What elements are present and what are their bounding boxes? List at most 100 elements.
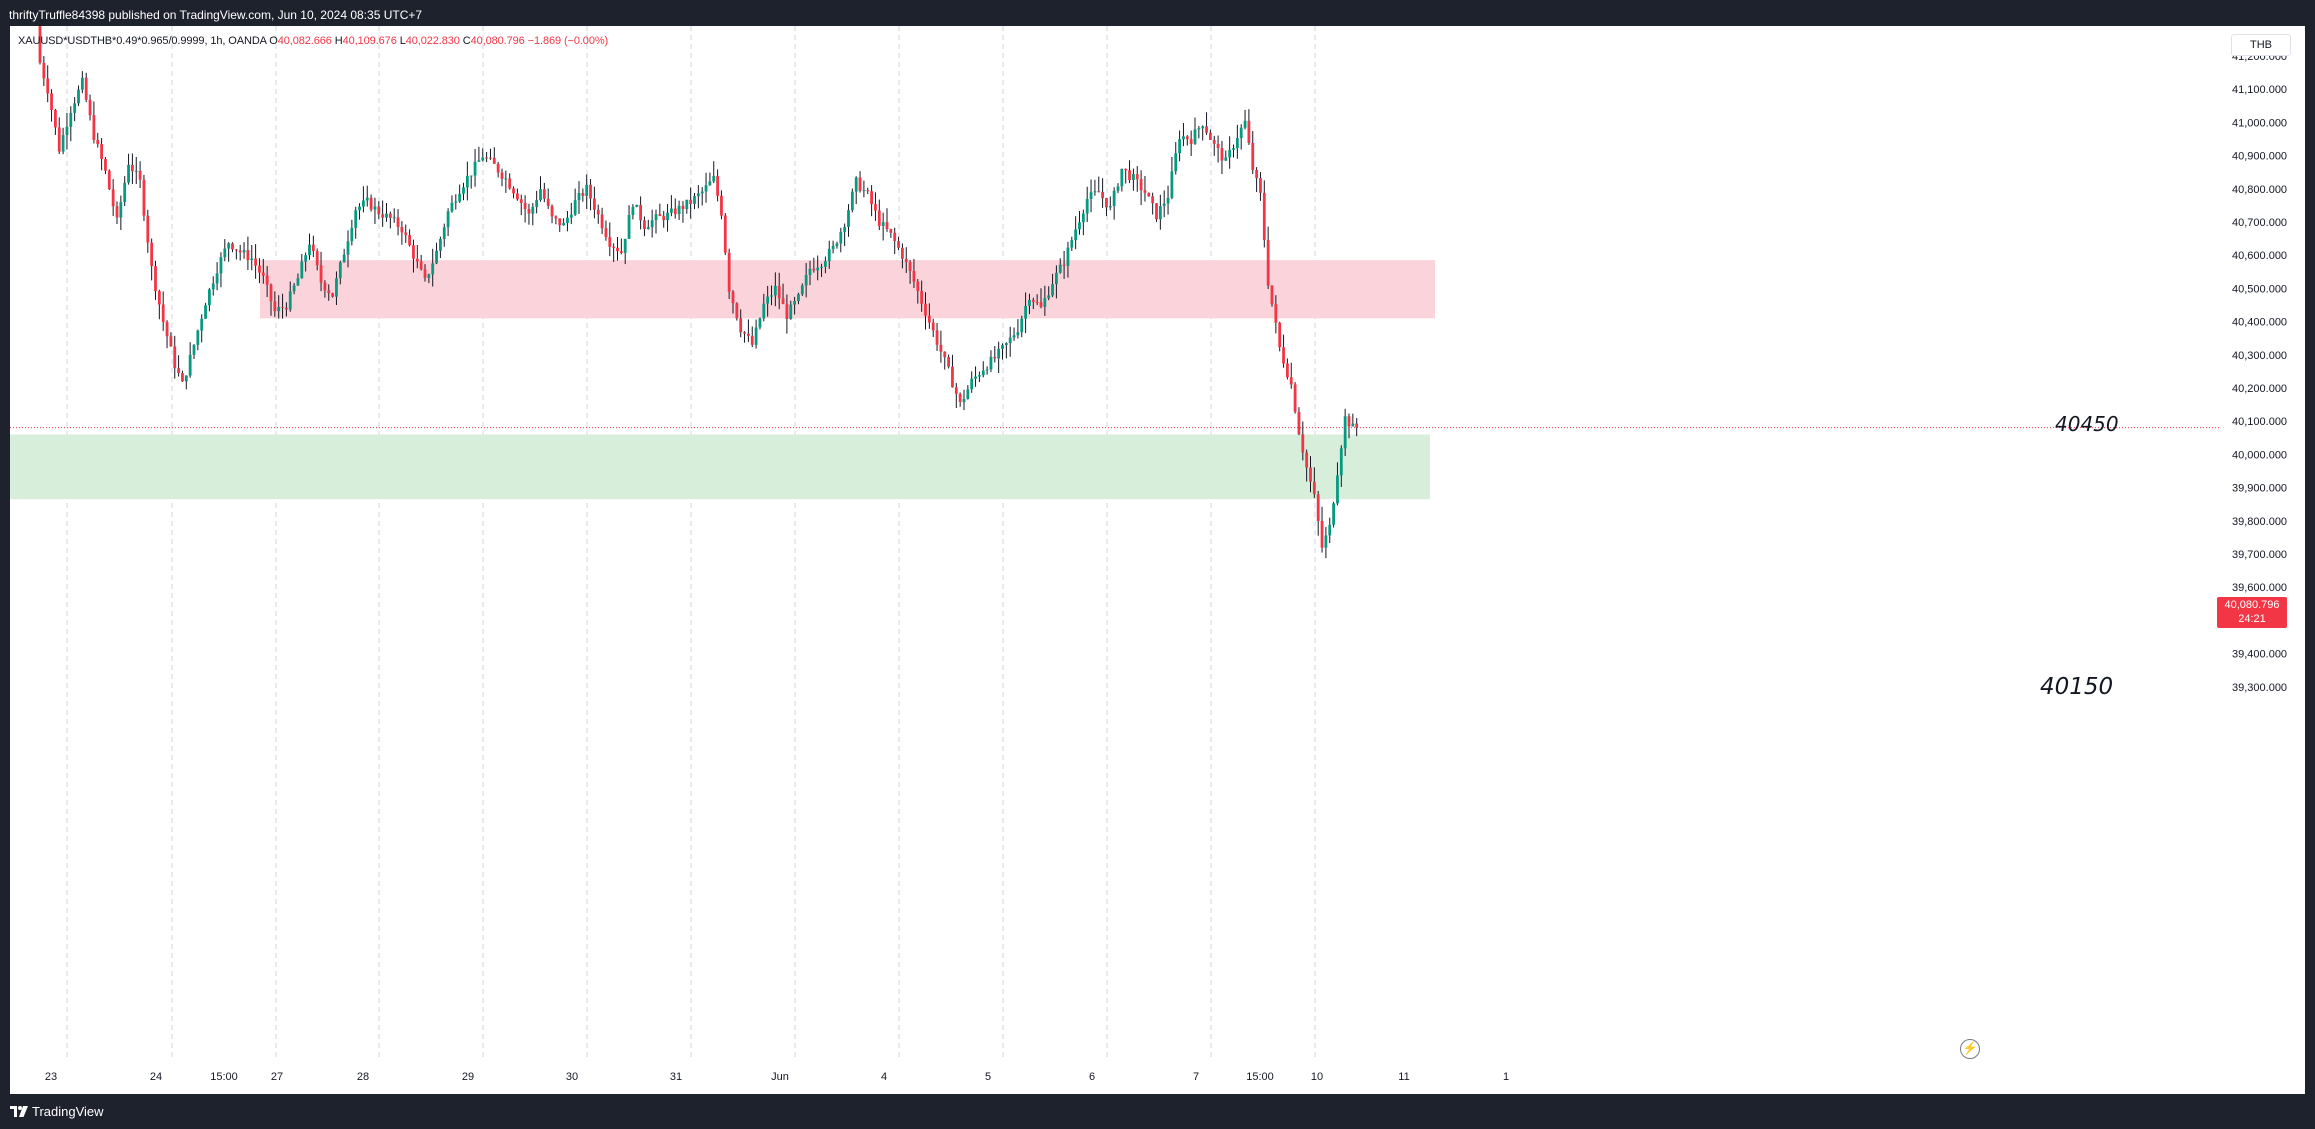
candle-up — [188, 354, 192, 376]
candle-up — [797, 294, 800, 302]
candle-down — [951, 366, 954, 388]
candle-up — [712, 175, 716, 182]
candle-up — [700, 191, 704, 194]
candle-down — [1185, 136, 1189, 140]
candle-down — [412, 245, 415, 259]
tradingview-logo[interactable]: TradingView — [10, 1103, 104, 1119]
candle-down — [377, 206, 381, 215]
candle-down — [1316, 494, 1320, 521]
bar-countdown: 24:21 — [2238, 613, 2266, 625]
candle-down — [681, 205, 685, 210]
candle-down — [874, 204, 877, 211]
candle-down — [1139, 179, 1143, 191]
candle-down — [512, 188, 515, 194]
candle-up — [762, 303, 766, 319]
candle-down — [743, 332, 746, 334]
candle-down — [323, 282, 327, 291]
candle-up — [338, 262, 342, 279]
candle-up — [970, 378, 974, 390]
candle-down — [893, 232, 897, 242]
candle-up — [835, 243, 839, 246]
price-chart[interactable]: 41,200.00041,100.00041,000.00040,900.000… — [10, 26, 2305, 1094]
currency-button[interactable]: THB — [2231, 34, 2291, 56]
candle-up — [439, 238, 442, 251]
candle-up — [119, 202, 123, 218]
candle-up — [1008, 337, 1012, 344]
candle-down — [492, 157, 496, 164]
candle-down — [254, 258, 257, 266]
candle-up — [196, 330, 200, 345]
candle-up — [192, 344, 196, 355]
candle-up — [766, 296, 770, 304]
candle-up — [362, 200, 365, 207]
candle-up — [1336, 475, 1339, 504]
candle-up — [843, 226, 847, 232]
candle-down — [716, 175, 719, 196]
candle-down — [1220, 148, 1224, 161]
candle-down — [612, 246, 616, 248]
candle-down — [812, 268, 816, 271]
candle-up — [227, 243, 231, 249]
y-tick-label: 40,800.000 — [2232, 184, 2287, 196]
candle-down — [107, 170, 111, 190]
candle-down — [554, 216, 558, 219]
candle-down — [643, 220, 646, 230]
candle-down — [42, 62, 46, 79]
x-tick-label: 28 — [357, 1071, 369, 1083]
candle-down — [1189, 139, 1193, 144]
candle-down — [1062, 264, 1066, 266]
candle-up — [123, 182, 127, 203]
candle-down — [912, 271, 916, 282]
x-tick-label: 31 — [670, 1071, 682, 1083]
legend-high: 40,109.676 — [342, 35, 397, 47]
candle-up — [365, 197, 369, 201]
candle-down — [388, 213, 392, 218]
symbol-legend[interactable]: XAUUSD*USDTHB*0.49*0.965/0.9999, 1h, OAN… — [18, 35, 608, 47]
candle-down — [1124, 168, 1128, 171]
legend-open: 40,082.666 — [277, 35, 332, 47]
candle-up — [1328, 524, 1332, 536]
y-tick-label: 41,100.000 — [2232, 84, 2287, 96]
candle-down — [916, 281, 920, 292]
candle-up — [808, 268, 812, 276]
candle-down — [673, 208, 677, 215]
candle-up — [211, 283, 215, 290]
candle-up — [80, 77, 84, 90]
candle-down — [1293, 384, 1297, 412]
candle-down — [327, 290, 331, 294]
candle-up — [1166, 197, 1170, 204]
candle-down — [500, 172, 504, 179]
candle-up — [296, 278, 300, 286]
candle-up — [820, 266, 823, 268]
candle-down — [720, 195, 723, 216]
support-zone[interactable] — [10, 434, 1430, 500]
legend-close: 40,080.796 — [470, 35, 525, 47]
candle-up — [65, 126, 69, 136]
candle-up — [1089, 192, 1093, 199]
zone-label-support: 40150 — [2040, 674, 2114, 700]
candle-up — [793, 301, 796, 305]
brand-name: TradingView — [32, 1103, 104, 1119]
y-tick-label: 39,700.000 — [2232, 549, 2287, 561]
candle-up — [1020, 318, 1024, 333]
candle-up — [1004, 343, 1008, 346]
publish-text: thriftyTruffle84398 published on Trading… — [9, 8, 423, 22]
resistance-zone[interactable] — [260, 260, 1435, 319]
candle-down — [777, 285, 781, 299]
lightning-icon[interactable]: ⚡ — [1960, 1039, 1980, 1059]
candle-up — [623, 238, 627, 253]
legend-close-label: C — [462, 35, 471, 47]
x-tick-label: 29 — [462, 1071, 474, 1083]
y-tick-label: 39,300.000 — [2232, 682, 2287, 694]
candle-up — [985, 369, 989, 371]
candle-down — [281, 306, 284, 308]
candle-down — [658, 214, 662, 216]
candle-down — [331, 293, 334, 297]
candle-down — [1035, 301, 1039, 303]
candle-up — [427, 274, 431, 278]
candle-down — [723, 215, 727, 253]
candle-up — [1016, 332, 1020, 336]
candle-up — [989, 356, 993, 370]
chart-area[interactable]: 41,200.000 41,100.000 41,000.000 40,900.000… — [10, 26, 2305, 1094]
candle-up — [677, 205, 681, 215]
